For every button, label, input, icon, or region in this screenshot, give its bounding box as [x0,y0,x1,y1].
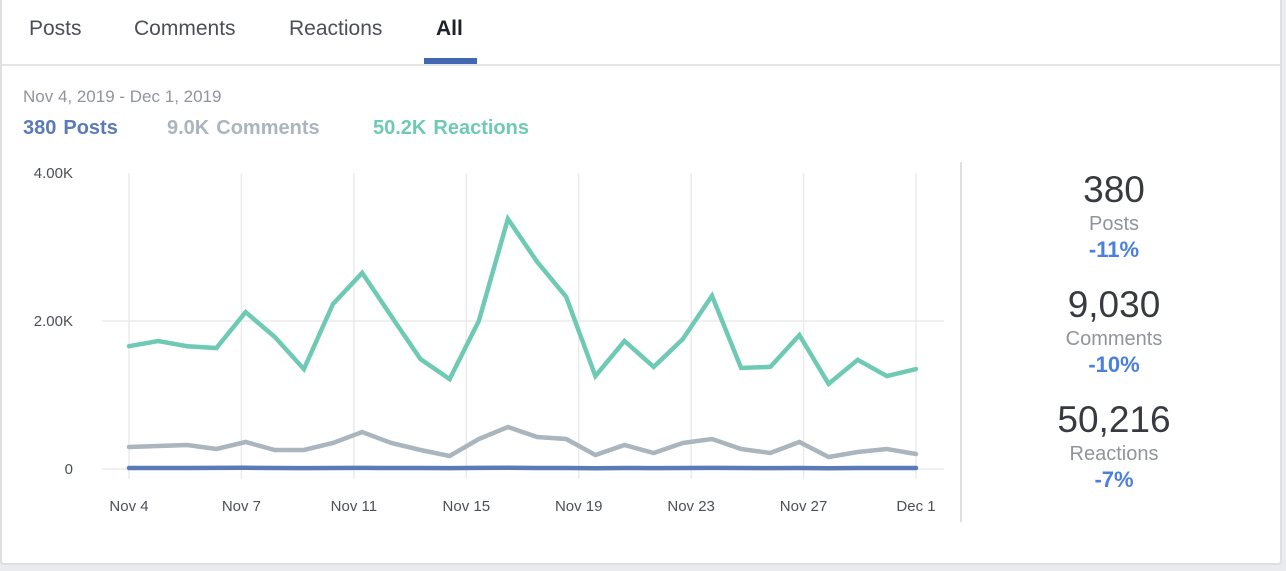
stat-reactions-label: Reactions [1069,443,1159,465]
line-chart: Nov 4 Nov 7 Nov 11 Nov 15 Nov 19 Nov 23 Nov 27… [34,165,944,515]
y-tick-label: 2.00K [34,313,73,330]
stat-posts: 380 Posts -11% [1014,168,1214,283]
x-tick-label: Nov 15 [443,498,491,515]
x-tick-label: Nov 7 [222,498,261,515]
legend-reactions-label: Reactions [433,117,529,139]
x-tick-label: Nov 27 [780,498,828,515]
tab-bar: Posts Comments Reactions All [2,0,1280,66]
legend-reactions-value: 50.2K [373,117,427,139]
tab-reactions[interactable]: Reactions [289,17,383,40]
x-tick-label: Nov 19 [555,498,603,515]
stat-comments-value: 9,030 [1067,284,1161,325]
vertical-divider [960,162,962,522]
stat-reactions-change: -7% [1094,467,1134,492]
x-tick-label: Nov 4 [109,498,148,515]
legend-posts-label: Posts [63,117,118,139]
series-line-reactions [126,213,919,388]
stat-posts-value: 380 [1083,169,1145,210]
tab-posts[interactable]: Posts [29,17,82,40]
stat-reactions-value: 50,216 [1057,399,1171,440]
series-line-comments [126,424,919,460]
stat-posts-label: Posts [1088,213,1140,235]
x-tick-label: Nov 23 [667,498,715,515]
x-tick-label: Dec 1 [896,498,935,515]
active-tab-indicator [424,58,477,64]
tab-comments[interactable]: Comments [134,17,236,40]
legend-posts-value: 380 [23,117,57,139]
legend-comments-value: 9.0K [167,117,210,139]
legend-reactions[interactable]: 50.2K Reactions [373,117,529,140]
stat-reactions: 50,216 Reactions -7% [1014,398,1214,513]
date-range: Nov 4, 2019 - Dec 1, 2019 [23,87,222,106]
stat-posts-change: -11% [1088,237,1140,262]
stat-comments: 9,030 Comments -10% [1014,283,1214,398]
stat-comments-label: Comments [1065,328,1163,350]
legend-posts[interactable]: 380 Posts [23,117,118,140]
stat-comments-change: -10% [1088,352,1140,377]
legend-comments-label: Comments [216,117,320,139]
legend-comments[interactable]: 9.0K Comments [167,117,320,140]
stats-summary: 380 Posts -11% 9,030 Comments -10% 50,21… [1014,168,1214,513]
x-tick-label: Nov 11 [331,498,377,515]
tab-all[interactable]: All [436,17,463,40]
y-tick-label: 4.00K [34,165,73,182]
y-tick-label: 0 [65,461,73,478]
